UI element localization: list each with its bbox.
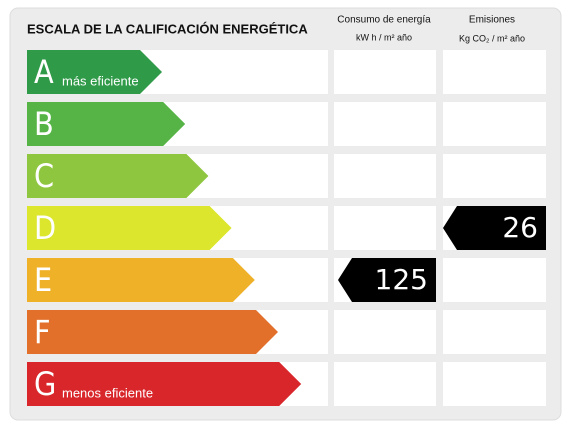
emissions-cell [443, 310, 546, 354]
consumption-cell [334, 102, 436, 146]
consumption-cell [334, 310, 436, 354]
emissions-cell [443, 102, 546, 146]
emissions-marker [443, 206, 546, 250]
consumption-title: Consumo de energía [337, 15, 431, 26]
emissions-cell [443, 362, 546, 406]
rating-arrow [27, 258, 255, 302]
rating-arrow [27, 362, 302, 406]
rating-arrow [27, 310, 278, 354]
rating-letter: C [34, 157, 54, 195]
consumption-value: 125 [375, 263, 428, 296]
emissions-cell [443, 258, 546, 302]
rating-note: más eficiente [62, 73, 139, 88]
emissions-cell [443, 50, 546, 94]
emissions-title: Emisiones [469, 15, 515, 26]
title: ESCALA DE LA CALIFICACIÓN ENERGÉTICA [27, 21, 308, 36]
rating-letter: G [34, 365, 56, 403]
rating-arrow [27, 102, 186, 146]
emissions-value: 26 [502, 211, 538, 244]
rating-arrow [27, 50, 162, 94]
rating-letter: F [34, 313, 51, 351]
consumption-cell [334, 154, 436, 198]
rating-letter: B [34, 105, 54, 143]
emissions-unit: Kg CO₂ / m² año [459, 33, 525, 43]
rating-letter: D [34, 209, 56, 247]
rating-arrow [27, 154, 209, 198]
consumption-cell [334, 206, 436, 250]
consumption-cell [334, 50, 436, 94]
rating-arrow [27, 206, 232, 250]
rating-letter: E [34, 261, 52, 299]
rating-note: menos eficiente [62, 385, 153, 400]
consumption-cell [334, 362, 436, 406]
consumption-unit: kW h / m² año [356, 32, 412, 42]
emissions-cell [443, 154, 546, 198]
consumption-marker [338, 258, 436, 302]
rating-letter: A [34, 53, 54, 91]
